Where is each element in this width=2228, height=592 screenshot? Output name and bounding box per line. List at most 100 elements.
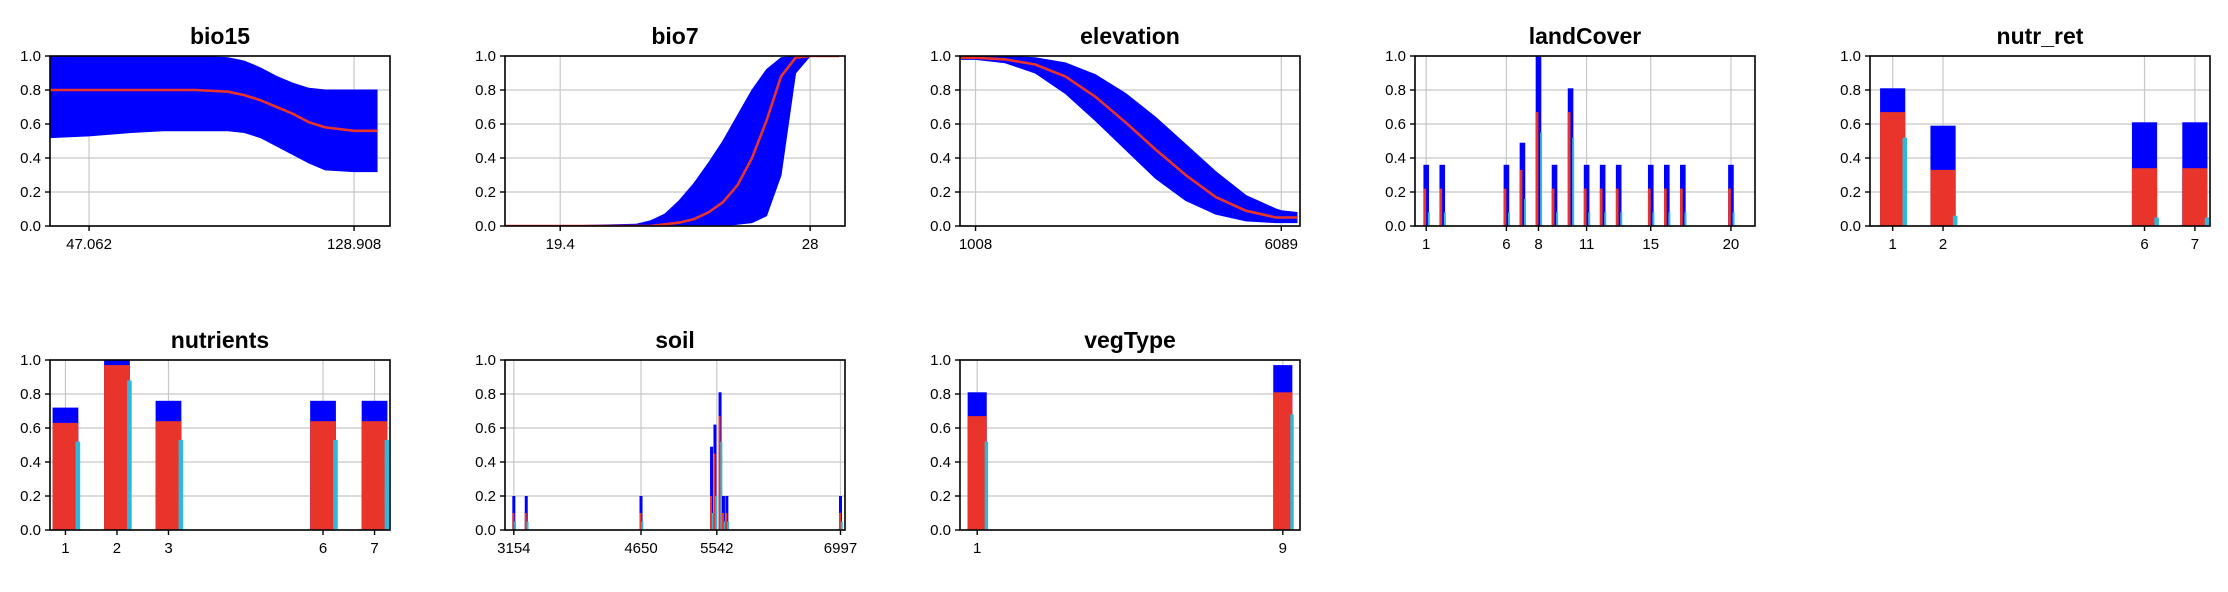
- x-tick-label: 47.062: [66, 236, 112, 253]
- mean-bar: [1273, 392, 1293, 530]
- y-tick-label: 0.0: [475, 522, 496, 539]
- plot-area: [960, 56, 1298, 224]
- panel-title: soil: [655, 327, 695, 353]
- aux-bar: [1443, 212, 1446, 226]
- mean-line: [505, 56, 840, 226]
- ci-bar: [1503, 164, 1510, 226]
- y-tick-label: 0.0: [930, 218, 951, 235]
- mean-bar: [1930, 169, 1956, 226]
- ci-bar: [1535, 56, 1542, 226]
- plot-frame: [959, 55, 1301, 227]
- y-tick-label: 0.8: [1385, 82, 1406, 99]
- panel-nutr_ret: nutr_ret 0.0 0.2 0.4 0.6 0.8 1.0 1 2 6 7: [1840, 23, 2211, 253]
- mean-bar: [512, 513, 515, 530]
- plot-frame: [504, 359, 846, 531]
- aux-bar: [333, 439, 338, 530]
- y-tick-label: 0.2: [20, 184, 41, 201]
- y-tick-label: 0.6: [20, 420, 41, 437]
- y-tick-label: 0.4: [475, 454, 496, 471]
- y-tick-label: 0.6: [1840, 116, 1861, 133]
- y-tick-label: 0.6: [930, 420, 951, 437]
- plot-frame: [1414, 55, 1756, 227]
- mean-bar: [310, 421, 336, 530]
- x-tick-label: 6: [319, 540, 327, 557]
- mean-bar: [1647, 188, 1651, 226]
- mean-bar: [1535, 112, 1539, 226]
- y-tick-label: 0.6: [475, 116, 496, 133]
- aux-bar: [723, 521, 726, 530]
- aux-bar: [641, 521, 644, 530]
- y-tick-label: 1.0: [475, 48, 496, 65]
- y-tick-label: 0.2: [475, 184, 496, 201]
- x-tick-label: 6997: [824, 540, 857, 557]
- x-tick-label: 6089: [1265, 236, 1298, 253]
- x-tick-label: 28: [802, 236, 819, 253]
- plot-area: [967, 365, 1294, 530]
- mean-bar: [1599, 188, 1603, 226]
- aux-bar: [1620, 212, 1623, 226]
- mean-bar: [1551, 188, 1555, 226]
- panel-nutrients: nutrients 0.0 0.2 0.4 0.6 0.8 1.0 1 2 3 6 7: [20, 327, 391, 557]
- aux-bar: [1684, 212, 1687, 226]
- x-tick-label: 11: [1579, 236, 1595, 253]
- plot-area: [52, 360, 390, 530]
- y-tick-label: 0.0: [930, 522, 951, 539]
- ci-bar: [1567, 88, 1574, 226]
- mean-bar: [524, 513, 527, 530]
- y-tick-label: 0.2: [930, 184, 951, 201]
- y-tick-label: 1.0: [930, 352, 951, 369]
- ci-bar: [1680, 164, 1686, 226]
- x-tick-label: 20: [1723, 236, 1740, 253]
- plot-area: [505, 56, 840, 226]
- panel-landCover: landCover 0.0 0.2 0.4 0.6 0.8 1.0 1 6 8 11 15 20: [1385, 23, 1756, 253]
- y-tick-label: 0.8: [1840, 82, 1861, 99]
- x-tick-label: 8: [1534, 236, 1542, 253]
- ci-bar: [1728, 164, 1734, 226]
- aux-bar: [1902, 137, 1908, 226]
- plot-frame: [504, 55, 846, 227]
- panel-title: nutr_ret: [1997, 23, 2084, 49]
- ci-bar: [1599, 164, 1606, 226]
- x-tick-label: 2: [113, 540, 121, 557]
- ci-bar: [1647, 164, 1654, 226]
- aux-bar: [1652, 212, 1655, 226]
- panel-bio7: bio7 0.0 0.2 0.4 0.6 0.8 1.0 19.4 28: [475, 23, 846, 253]
- panel-title: elevation: [1080, 23, 1180, 49]
- y-tick-label: 0.4: [475, 150, 496, 167]
- mean-bar: [639, 513, 642, 530]
- y-tick-label: 0.8: [475, 82, 496, 99]
- aux-bar: [127, 380, 132, 530]
- y-tick-label: 0.2: [475, 488, 496, 505]
- aux-bar: [1540, 132, 1543, 226]
- aux-bar: [1556, 212, 1559, 226]
- x-tick-label: 1: [1422, 236, 1430, 253]
- aux-bar: [75, 441, 81, 530]
- y-tick-label: 1.0: [475, 352, 496, 369]
- mean-bar: [1680, 188, 1683, 226]
- aux-bar: [178, 439, 184, 530]
- y-tick-label: 0.4: [20, 150, 41, 167]
- mean-bar: [725, 513, 728, 530]
- y-tick-label: 0.6: [1385, 116, 1406, 133]
- mean-bar: [721, 513, 724, 530]
- y-tick-label: 1.0: [1385, 48, 1406, 65]
- mean-bar: [1880, 112, 1906, 226]
- confidence-band: [50, 56, 378, 173]
- aux-bar: [715, 496, 718, 530]
- mean-bar: [1503, 188, 1507, 226]
- mean-bar: [710, 496, 713, 530]
- aux-bar: [1668, 212, 1671, 226]
- aux-bar: [727, 521, 730, 530]
- confidence-band: [960, 56, 1298, 224]
- plot-area: [512, 392, 843, 530]
- plot-frame: [49, 55, 391, 227]
- aux-bar: [2154, 217, 2159, 226]
- aux-bar: [526, 521, 529, 530]
- aux-bar: [1508, 212, 1511, 226]
- y-tick-label: 0.2: [1840, 184, 1861, 201]
- ci-bar: [1615, 164, 1622, 226]
- ci-bar: [1439, 164, 1446, 226]
- mean-bar: [1728, 188, 1731, 226]
- aux-bar: [1732, 212, 1735, 226]
